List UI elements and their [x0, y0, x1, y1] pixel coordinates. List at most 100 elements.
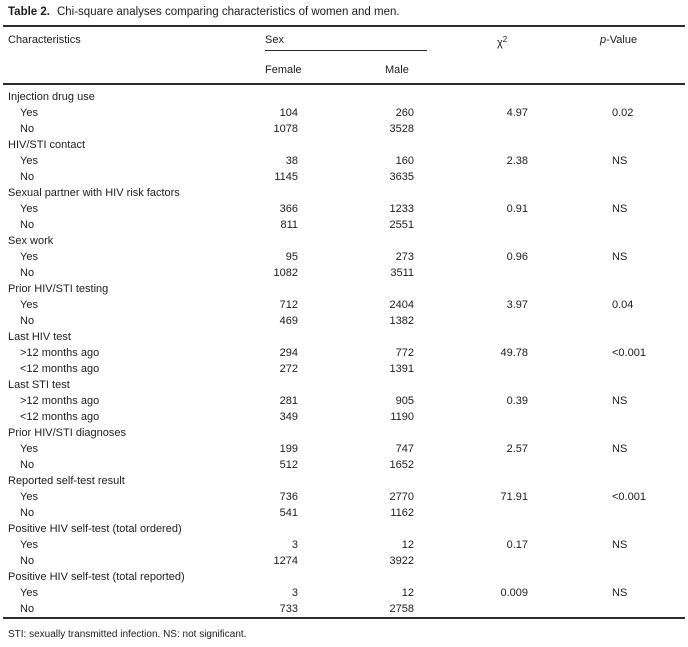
chi-square-value	[414, 121, 528, 137]
male-count: 2770	[389, 491, 414, 503]
female-count: 1274	[273, 555, 298, 567]
male-count: 2758	[389, 603, 414, 615]
p-italic: p	[600, 34, 607, 46]
table-row: No 469 1382	[0, 313, 688, 329]
row-label: Yes	[20, 155, 38, 167]
female-count: 3	[291, 587, 298, 599]
female-count: 1082	[273, 267, 298, 279]
characteristic-label: Prior HIV/STI diagnoses	[8, 427, 126, 439]
row-label: Yes	[20, 251, 38, 263]
p-value: 0.02	[612, 107, 634, 119]
chi-square-value: 71.91	[500, 491, 528, 503]
chi-superscript: 2	[502, 35, 508, 44]
row-label: Yes	[20, 203, 38, 215]
category-row: Positive HIV self-test (total ordered)	[0, 521, 688, 537]
table-row: >12 months ago 281 905 0.39 NS	[0, 393, 688, 409]
p-value: NS	[612, 155, 628, 167]
male-count: 3528	[389, 123, 414, 135]
table-title: Table 2. Chi-square analyses comparing ch…	[8, 5, 684, 20]
male-count: 1391	[389, 363, 414, 375]
column-header-characteristics: Characteristics	[8, 34, 81, 46]
female-count: 366	[279, 203, 298, 215]
male-count: 273	[395, 251, 414, 263]
sex-spanner-rule	[265, 50, 427, 51]
chi-square-value	[414, 505, 528, 521]
row-label: No	[20, 603, 35, 615]
p-value	[528, 169, 688, 185]
female-count: 199	[279, 443, 298, 455]
chi-square-value: 49.78	[500, 347, 528, 359]
column-header-p-value: p-Value	[600, 33, 637, 47]
characteristic-label: Reported self-test result	[8, 475, 125, 487]
chi-square-value	[414, 457, 528, 473]
female-count: 281	[279, 395, 298, 407]
p-value	[528, 505, 688, 521]
table-row: No 1274 3922	[0, 553, 688, 569]
table-row: Yes 199 747 2.57 NS	[0, 441, 688, 457]
chi-square-value	[414, 601, 528, 617]
category-row: Last STI test	[0, 377, 688, 393]
row-label: >12 months ago	[20, 347, 100, 359]
female-count: 349	[279, 411, 298, 423]
male-count: 3511	[390, 267, 414, 279]
male-count: 2404	[389, 299, 414, 311]
row-label: No	[20, 267, 35, 279]
characteristic-label: Injection drug use	[8, 91, 95, 103]
chi-square-value	[414, 217, 528, 233]
row-label: No	[20, 459, 35, 471]
p-value	[528, 553, 688, 569]
table-row: >12 months ago 294 772 49.78 <0.001	[0, 345, 688, 361]
row-label: No	[20, 507, 35, 519]
row-label: Yes	[20, 299, 38, 311]
male-count: 12	[401, 587, 414, 599]
row-label: Yes	[20, 443, 38, 455]
chi-symbol: χ	[497, 37, 503, 49]
chi-square-value: 0.91	[506, 203, 528, 215]
p-value: NS	[612, 539, 628, 551]
table-row: Yes 104 260 4.97 0.02	[0, 105, 688, 121]
male-count: 747	[395, 443, 414, 455]
table-row: No 811 2551	[0, 217, 688, 233]
chi-square-value: 3.97	[506, 299, 528, 311]
category-row: Sexual partner with HIV risk factors	[0, 185, 688, 201]
table-number: Table 2.	[8, 6, 50, 18]
p-value	[528, 601, 688, 617]
p-value	[528, 265, 688, 281]
female-count: 736	[279, 491, 298, 503]
table-row: <12 months ago 272 1391	[0, 361, 688, 377]
chi-square-value: 0.17	[506, 539, 528, 551]
male-count: 2551	[389, 219, 414, 231]
characteristic-label: Positive HIV self-test (total ordered)	[8, 523, 182, 535]
bottom-rule	[3, 617, 685, 619]
p-value: 0.04	[612, 299, 634, 311]
row-label: No	[20, 219, 35, 231]
male-count: 160	[395, 155, 414, 167]
category-row: Prior HIV/STI diagnoses	[0, 425, 688, 441]
category-row: Positive HIV self-test (total reported)	[0, 569, 688, 585]
table-row: Yes 3 12 0.009 NS	[0, 585, 688, 601]
table-row: No 541 1162	[0, 505, 688, 521]
male-count: 1382	[389, 315, 414, 327]
column-header-female: Female	[265, 64, 302, 76]
top-rule	[3, 25, 685, 27]
p-value: NS	[612, 203, 628, 215]
category-row: HIV/STI contact	[0, 137, 688, 153]
p-value	[528, 361, 688, 377]
chi-square-value	[414, 313, 528, 329]
characteristic-label: Prior HIV/STI testing	[8, 283, 109, 295]
chi-square-value: 2.57	[506, 443, 528, 455]
category-row: Injection drug use	[0, 89, 688, 105]
male-count: 905	[395, 395, 414, 407]
male-count: 12	[401, 539, 414, 551]
row-label: No	[20, 555, 35, 567]
table-caption: Chi-square analyses comparing characteri…	[56, 6, 400, 18]
row-label: >12 months ago	[20, 395, 100, 407]
table-row: Yes 366 1233 0.91 NS	[0, 201, 688, 217]
male-count: 1652	[389, 459, 414, 471]
female-count: 104	[279, 107, 298, 119]
p-value: <0.001	[612, 347, 646, 359]
chi-square-value: 0.96	[506, 251, 528, 263]
table-row: No 1082 3511	[0, 265, 688, 281]
p-value-rest: -Value	[606, 34, 638, 46]
